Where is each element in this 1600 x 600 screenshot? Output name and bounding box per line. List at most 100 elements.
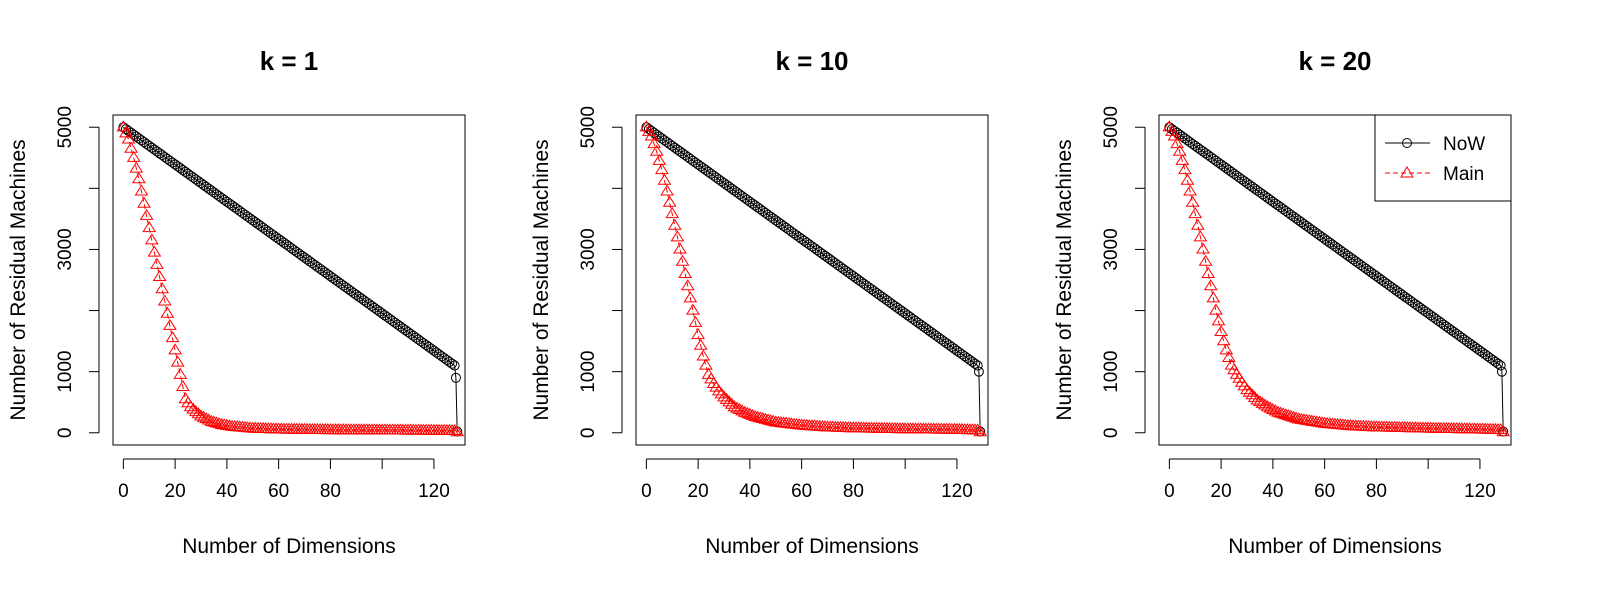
- data-point: [1283, 207, 1294, 218]
- data-point: [669, 142, 680, 153]
- data-point: [887, 299, 898, 310]
- data-point: [428, 345, 439, 356]
- data-point: [450, 372, 461, 383]
- series-now: [641, 122, 986, 437]
- data-point: [1428, 312, 1439, 323]
- data-point: [876, 291, 887, 302]
- data-point: [1192, 142, 1203, 153]
- chart-panel-1: k = 1 0 20 40 60 80 120 Number of Dimensions 0 10…: [7, 46, 466, 558]
- data-point: [1366, 267, 1377, 278]
- data-point: [675, 146, 685, 157]
- data-point: [1247, 181, 1258, 192]
- data-point: [1420, 306, 1431, 317]
- data-point: [853, 274, 864, 285]
- data-point: [1288, 211, 1299, 222]
- data-point: [1190, 140, 1201, 151]
- data-point: [840, 265, 851, 276]
- data-point: [972, 360, 983, 371]
- data-point: [1208, 153, 1219, 164]
- data-point: [1193, 230, 1208, 242]
- data-point: [791, 230, 802, 241]
- data-point: [281, 239, 292, 250]
- data-point: [672, 144, 683, 155]
- data-point: [1265, 194, 1276, 205]
- data-point: [647, 137, 662, 149]
- data-point: [843, 267, 854, 278]
- data-point: [1198, 254, 1213, 266]
- data-point: [1247, 390, 1262, 402]
- data-point: [418, 338, 429, 349]
- data-point: [1172, 144, 1187, 156]
- data-point: [294, 248, 305, 259]
- data-point: [1219, 343, 1234, 355]
- series-main: [116, 120, 465, 437]
- data-point: [312, 261, 323, 272]
- data-point: [1209, 303, 1223, 315]
- data-point: [139, 208, 154, 220]
- x-tick-label: 60: [268, 481, 289, 502]
- data-point: [724, 397, 739, 409]
- data-point: [954, 347, 965, 358]
- data-point: [1164, 122, 1175, 133]
- data-point: [1425, 310, 1436, 321]
- data-point: [641, 122, 652, 133]
- data-point: [861, 280, 872, 291]
- data-point: [1206, 291, 1221, 303]
- data-point: [1293, 215, 1304, 226]
- data-point: [1265, 402, 1280, 414]
- data-point: [819, 250, 830, 261]
- data-point: [687, 155, 698, 166]
- data-point: [783, 224, 794, 235]
- data-point: [320, 267, 331, 278]
- data-point: [315, 263, 326, 274]
- data-point: [1242, 385, 1257, 397]
- data-point: [431, 347, 442, 358]
- data-point: [1255, 396, 1270, 408]
- data-point: [1267, 196, 1278, 207]
- data-point: [268, 230, 279, 241]
- data-point: [1213, 157, 1224, 168]
- data-point: [941, 338, 952, 349]
- data-point: [838, 263, 849, 274]
- data-point: [662, 137, 673, 148]
- data-point: [721, 179, 732, 190]
- x-tick-label: 40: [739, 481, 760, 502]
- data-point: [1254, 187, 1265, 198]
- data-point: [369, 302, 380, 313]
- series-main: [1162, 120, 1511, 437]
- data-point: [657, 173, 672, 185]
- data-point: [670, 230, 685, 242]
- data-point: [1221, 163, 1232, 174]
- data-point: [690, 157, 701, 168]
- data-point: [258, 222, 269, 233]
- data-point: [962, 353, 973, 364]
- x-tick-label: 120: [941, 481, 973, 502]
- data-point: [1309, 226, 1320, 237]
- data-point: [384, 314, 395, 325]
- y-tick-label: 0: [55, 427, 76, 438]
- y-tick-label: 0: [578, 427, 599, 438]
- data-point: [188, 172, 199, 183]
- data-point: [144, 140, 155, 151]
- data-point: [879, 293, 890, 304]
- data-point: [142, 221, 157, 233]
- data-point: [915, 319, 926, 330]
- data-point: [936, 334, 947, 345]
- x-axis-label: Number of Dimensions: [705, 535, 919, 558]
- data-point: [186, 402, 201, 414]
- data-point: [656, 133, 667, 144]
- data-point: [902, 310, 913, 321]
- data-point: [206, 185, 217, 196]
- data-point: [664, 138, 675, 149]
- data-point: [652, 153, 667, 165]
- data-point: [1361, 263, 1372, 274]
- data-point: [147, 245, 162, 257]
- data-point: [851, 273, 861, 284]
- x-tick-label: 20: [1211, 481, 1232, 502]
- data-point: [1278, 204, 1289, 215]
- data-point: [1495, 360, 1506, 371]
- data-point: [157, 150, 168, 161]
- data-point: [299, 252, 310, 263]
- data-point: [286, 243, 297, 254]
- data-point: [328, 273, 338, 284]
